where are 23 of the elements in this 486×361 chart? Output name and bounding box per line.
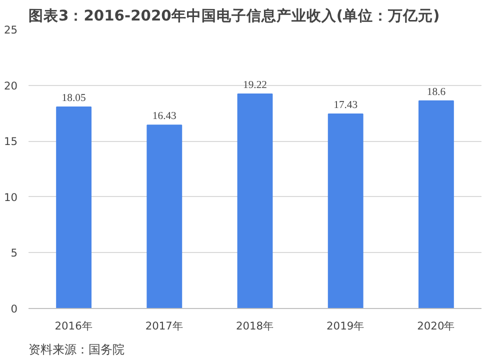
text: 资料来源：国务院: [28, 342, 124, 356]
y-tick-label: 25: [4, 24, 18, 36]
bar: [146, 124, 182, 308]
x-tick-label: 2017年: [145, 320, 184, 332]
x-tick-label: 2016年: [54, 320, 93, 332]
data-label: 16.43: [152, 111, 176, 122]
y-tick-label: 0: [10, 302, 18, 316]
data-label: 19.22: [243, 80, 267, 92]
y-tick-label: 15: [4, 135, 18, 148]
x-tick-label: 2018年: [236, 320, 274, 332]
data-label: 17.43: [334, 100, 358, 111]
chart-title: 图表3：2016-2020年中国电子信息产业收入(单位：万亿元): [28, 8, 440, 24]
data-label: 18.05: [62, 93, 86, 104]
x-tick-label: 2019年: [326, 320, 365, 332]
bar: [328, 113, 364, 308]
y-tick-label: 20: [4, 79, 18, 92]
bar: [237, 94, 273, 308]
bar: [418, 100, 454, 308]
y-tick-label: 10: [4, 190, 18, 204]
bar: [56, 106, 92, 308]
x-tick-label: 2020年: [417, 320, 456, 332]
data-label: 18.6: [426, 86, 446, 98]
y-tick-label: 5: [10, 246, 18, 260]
